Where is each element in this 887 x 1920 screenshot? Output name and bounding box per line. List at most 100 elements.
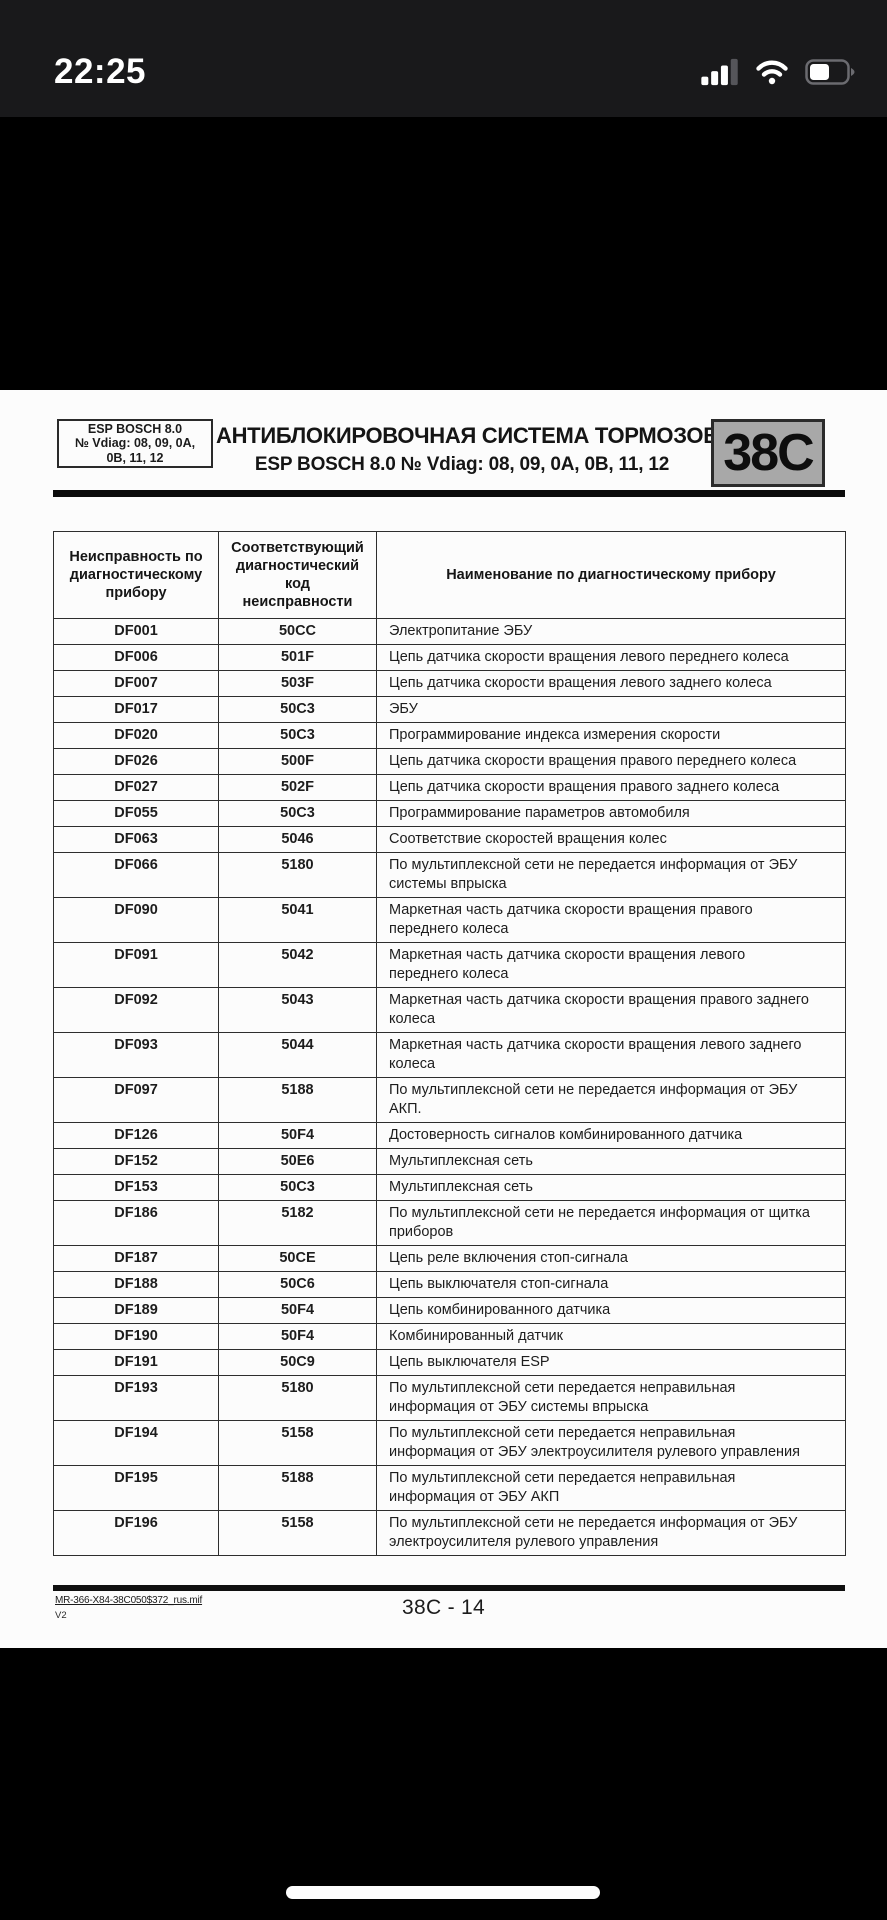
table-row: DF188 50C6 Цепь выключателя стоп-сигнала	[53, 1271, 846, 1298]
diag-code-cell: 50F4	[218, 1122, 377, 1149]
diag-code-cell: 50C6	[218, 1271, 377, 1298]
table-row: DF195 5188 По мультиплексной сети передает…	[53, 1465, 846, 1511]
page-subtitle: ESP BOSCH 8.0 № Vdiag: 08, 09, 0A, 0B, 1…	[254, 454, 670, 475]
fault-code-cell: DF188	[53, 1271, 219, 1298]
diag-code-cell: 50C3	[218, 722, 377, 749]
fault-name-cell: Мультиплексная сеть	[376, 1148, 846, 1175]
fault-name-cell: По мультиплексной сети передается неправ…	[376, 1420, 846, 1466]
table-row: DF092 5043 Маркетная часть датчика скорост…	[53, 987, 846, 1033]
fault-name-cell: По мультиплексной сети передается неправ…	[376, 1465, 846, 1511]
diag-code-cell: 5046	[218, 826, 377, 853]
diag-code-cell: 5041	[218, 897, 377, 943]
table-row: DF093 5044 Маркетная часть датчика скорост…	[53, 1032, 846, 1078]
table-row: DF091 5042 Маркетная часть датчика скорост…	[53, 942, 846, 988]
fault-name-cell: Маркетная часть датчика скорости вращени…	[376, 1032, 846, 1078]
table-row: DF189 50F4 Цепь комбинированного датчика	[53, 1297, 846, 1324]
column-header: Соответствующий диагностический код неис…	[218, 531, 377, 619]
vdiag-badge: ESP BOSCH 8.0 № Vdiag: 08, 09, 0A, 0B, 1…	[57, 419, 213, 468]
diag-code-cell: 500F	[218, 748, 377, 775]
fault-name-cell: Маркетная часть датчика скорости вращени…	[376, 987, 846, 1033]
header-divider	[53, 490, 845, 497]
fault-name-cell: Цепь комбинированного датчика	[376, 1297, 846, 1324]
diag-code-cell: 5188	[218, 1077, 377, 1123]
fault-code-cell: DF027	[53, 774, 219, 801]
table-row: DF001 50CC Электропитание ЭБУ	[53, 618, 846, 645]
table-row: DF007 503F Цепь датчика скорости вращения …	[53, 670, 846, 697]
column-header: Наименование по диагностическому прибору	[376, 531, 846, 619]
fault-name-cell: Достоверность сигналов комбинированного …	[376, 1122, 846, 1149]
diag-code-cell: 502F	[218, 774, 377, 801]
fault-code-cell: DF097	[53, 1077, 219, 1123]
diag-code-cell: 50CC	[218, 618, 377, 645]
fault-code-cell: DF055	[53, 800, 219, 827]
fault-code-cell: DF194	[53, 1420, 219, 1466]
page-number: 38C - 14	[402, 1596, 485, 1619]
diag-code-cell: 50CE	[218, 1245, 377, 1272]
fault-code-cell: DF017	[53, 696, 219, 723]
document-title-block: АНТИБЛОКИРОВОЧНАЯ СИСТЕМА ТОРМОЗОВ ESP B…	[216, 423, 719, 476]
diag-code-cell: 50C3	[218, 696, 377, 723]
fault-code-cell: DF066	[53, 852, 219, 898]
diag-code-cell: 5158	[218, 1420, 377, 1466]
fault-code-cell: DF063	[53, 826, 219, 853]
fault-name-cell: Цепь датчика скорости вращения правого з…	[376, 774, 846, 801]
table-row: DF063 5046 Соответствие скоростей вращения…	[53, 826, 846, 853]
diag-code-cell: 50F4	[218, 1297, 377, 1324]
diag-code-cell: 50F4	[218, 1323, 377, 1350]
fault-name-cell: По мультиплексной сети не передается инф…	[376, 1200, 846, 1246]
diag-code-cell: 5180	[218, 852, 377, 898]
diag-code-cell: 5182	[218, 1200, 377, 1246]
fault-name-cell: Цепь выключателя ESP	[376, 1349, 846, 1376]
fault-code-cell: DF195	[53, 1465, 219, 1511]
fault-name-cell: Маркетная часть датчика скорости вращени…	[376, 942, 846, 988]
column-header: Неисправность по диагностическому прибор…	[53, 531, 219, 619]
fault-name-cell: Цепь выключателя стоп-сигнала	[376, 1271, 846, 1298]
fault-code-cell: DF189	[53, 1297, 219, 1324]
table-row: DF027 502F Цепь датчика скорости вращения …	[53, 774, 846, 801]
document-page[interactable]: ESP BOSCH 8.0 № Vdiag: 08, 09, 0A, 0B, 1…	[0, 390, 887, 1648]
fault-code-cell: DF006	[53, 644, 219, 671]
fault-name-cell: Соответствие скоростей вращения колес	[376, 826, 846, 853]
fault-name-cell: Мультиплексная сеть	[376, 1174, 846, 1201]
cellular-signal-icon	[701, 58, 739, 86]
fault-code-cell: DF191	[53, 1349, 219, 1376]
fault-name-cell: Программирование индекса измерения скоро…	[376, 722, 846, 749]
fault-name-cell: Электропитание ЭБУ	[376, 618, 846, 645]
page-title: АНТИБЛОКИРОВОЧНАЯ СИСТЕМА ТОРМОЗОВ	[216, 423, 719, 448]
fault-code-cell: DF001	[53, 618, 219, 645]
table-row: DF193 5180 По мультиплексной сети передает…	[53, 1375, 846, 1421]
fault-name-cell: Маркетная часть датчика скорости вращени…	[376, 897, 846, 943]
fault-code-cell: DF187	[53, 1245, 219, 1272]
fault-code-cell: DF090	[53, 897, 219, 943]
table-row: DF191 50C9 Цепь выключателя ESP	[53, 1349, 846, 1376]
fault-name-cell: ЭБУ	[376, 696, 846, 723]
fault-name-cell: Цепь реле включения стоп-сигнала	[376, 1245, 846, 1272]
table-row: DF055 50C3 Программирование параметров авт…	[53, 800, 846, 827]
table-row: DF153 50C3 Мультиплексная сеть	[53, 1174, 846, 1201]
fault-name-cell: По мультиплексной сети не передается инф…	[376, 1510, 846, 1556]
fault-name-cell: Цепь датчика скорости вращения левого за…	[376, 670, 846, 697]
status-bar: 22:25	[0, 0, 887, 117]
fault-code-table: Неисправность по диагностическому прибор…	[53, 531, 846, 1556]
clock: 22:25	[54, 51, 147, 91]
fault-name-cell: По мультиплексной сети передается неправ…	[376, 1375, 846, 1421]
home-indicator[interactable]	[286, 1886, 600, 1899]
fault-code-cell: DF126	[53, 1122, 219, 1149]
table-row: DF006 501F Цепь датчика скорости вращения …	[53, 644, 846, 671]
fault-code-cell: DF193	[53, 1375, 219, 1421]
fault-code-cell: DF020	[53, 722, 219, 749]
diag-code-cell: 5180	[218, 1375, 377, 1421]
fault-code-cell: DF092	[53, 987, 219, 1033]
diag-code-cell: 5188	[218, 1465, 377, 1511]
document-version: V2	[55, 1610, 67, 1621]
battery-icon	[805, 58, 855, 85]
section-code-plate: 38C	[711, 419, 825, 487]
table-row: DF090 5041 Маркетная часть датчика скорост…	[53, 897, 846, 943]
table-row: DF097 5188 По мультиплексной сети не перед…	[53, 1077, 846, 1123]
fault-code-cell: DF007	[53, 670, 219, 697]
fault-name-cell: Комбинированный датчик	[376, 1323, 846, 1350]
fault-name-cell: По мультиплексной сети не передается инф…	[376, 1077, 846, 1123]
table-row: DF152 50E6 Мультиплексная сеть	[53, 1148, 846, 1175]
diag-code-cell: 50E6	[218, 1148, 377, 1175]
fault-name-cell: По мультиплексной сети не передается инф…	[376, 852, 846, 898]
